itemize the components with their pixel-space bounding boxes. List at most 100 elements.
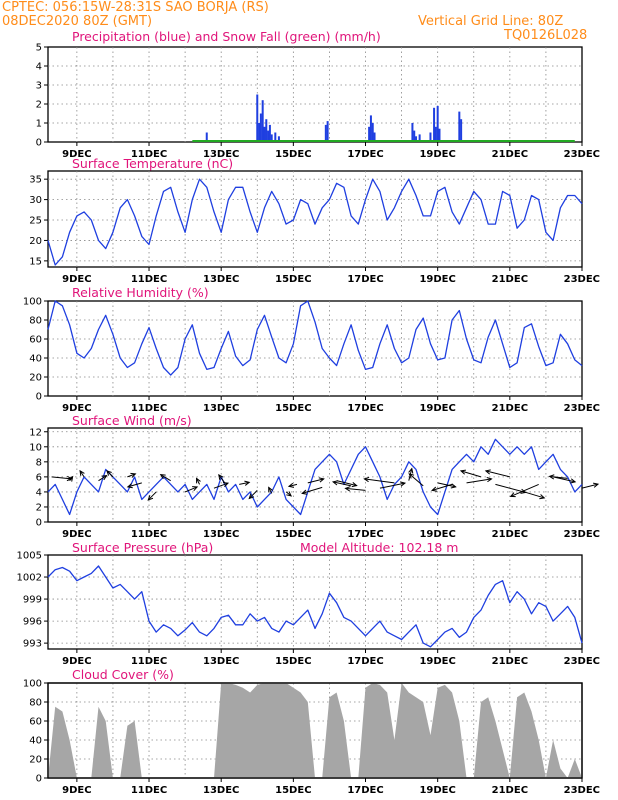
precip-bar xyxy=(438,128,441,142)
wind-arrow-head xyxy=(593,482,600,488)
wind-arrow xyxy=(332,481,352,487)
station-label: CPTEC: 056:15W-28:31S SAO BORJA (RS) xyxy=(2,0,269,15)
wind-arrow xyxy=(379,482,406,489)
x-tick-label: 9DEC xyxy=(62,403,91,414)
x-tick-label: 13DEC xyxy=(203,149,239,160)
precip-bar xyxy=(274,132,277,142)
x-tick-label: 15DEC xyxy=(275,785,311,796)
y-tick-label: 60 xyxy=(29,335,42,346)
x-tick-label: 11DEC xyxy=(131,274,167,285)
x-tick-label: 11DEC xyxy=(131,403,167,414)
wind-arrow-head xyxy=(570,478,577,484)
x-tick-label: 21DEC xyxy=(492,149,528,160)
x-tick-label: 13DEC xyxy=(203,656,239,667)
precip-bar xyxy=(326,121,329,142)
x-tick-label: 21DEC xyxy=(492,785,528,796)
precip-bar xyxy=(433,107,436,142)
wind-arrow xyxy=(524,491,545,499)
x-tick-label: 17DEC xyxy=(347,656,383,667)
wind-arrow xyxy=(98,475,107,482)
x-tick-label: 11DEC xyxy=(131,529,167,540)
wind-arrow xyxy=(553,476,576,483)
wind-arrow xyxy=(345,487,366,491)
wind-arrow xyxy=(213,482,229,489)
wind-arrow xyxy=(581,483,599,489)
wind-arrow xyxy=(147,491,157,501)
wind-arrow xyxy=(485,470,510,478)
x-tick-label: 23DEC xyxy=(564,785,600,796)
precip-bar xyxy=(270,134,273,142)
precip-bar xyxy=(256,94,259,142)
precip-bar xyxy=(373,132,376,142)
wind-arrow-head xyxy=(268,486,273,493)
panel-frame xyxy=(47,46,583,143)
wind-arrow xyxy=(160,474,171,482)
header: CPTEC: 056:15W-28:31S SAO BORJA (RS) 08D… xyxy=(0,0,618,46)
y-tick-label: 0 xyxy=(36,138,42,149)
x-tick-label: 19DEC xyxy=(419,785,455,796)
series-line xyxy=(47,178,583,266)
wind-arrow xyxy=(184,486,198,493)
wind-arrow-head xyxy=(450,483,457,489)
y-tick-label: 8 xyxy=(36,457,42,468)
wind-arrow-head xyxy=(408,467,414,474)
x-tick-label: 9DEC xyxy=(62,656,91,667)
y-tick-label: 993 xyxy=(23,639,42,650)
wind-arrow-head xyxy=(147,495,154,501)
panel-frame xyxy=(47,300,583,397)
panel-title: Surface Temperature (nC) xyxy=(72,156,233,171)
wind-arrow-head xyxy=(408,473,415,479)
y-tick-label: 20 xyxy=(29,373,42,384)
x-tick-label: 21DEC xyxy=(492,403,528,414)
wind-arrow-head xyxy=(286,491,293,497)
panel-frame xyxy=(47,554,583,650)
wind-arrow xyxy=(460,470,482,478)
wind-arrow-head xyxy=(106,470,112,476)
wind-arrow xyxy=(79,470,85,478)
x-tick-label: 19DEC xyxy=(419,149,455,160)
x-tick-label: 21DEC xyxy=(492,656,528,667)
y-tick-label: 10 xyxy=(29,442,42,453)
x-tick-label: 13DEC xyxy=(203,529,239,540)
precip-bar xyxy=(411,123,414,142)
wind-arrow-head xyxy=(431,486,438,492)
wind-arrow-head xyxy=(351,482,358,488)
precip-bar xyxy=(415,136,418,142)
wind-arrow xyxy=(510,483,539,497)
x-tick-label: 13DEC xyxy=(203,274,239,285)
y-tick-label: 35 xyxy=(29,175,42,186)
precip-bar xyxy=(205,132,208,142)
y-tick-label: 100 xyxy=(23,679,42,690)
panel-4 xyxy=(44,554,583,653)
x-tick-label: 9DEC xyxy=(62,529,91,540)
precip-bar xyxy=(277,136,280,142)
panel-title: Surface Pressure (hPa) xyxy=(72,540,213,555)
grid-note: Vertical Grid Line: 80Z xyxy=(418,14,564,29)
precip-bar xyxy=(263,126,266,142)
y-tick-label: 15 xyxy=(29,256,42,267)
run-label: 08DEC2020 80Z (GMT) xyxy=(2,14,153,29)
precip-bar xyxy=(268,124,271,142)
y-tick-label: 80 xyxy=(29,316,42,327)
x-tick-label: 13DEC xyxy=(203,785,239,796)
x-tick-label: 9DEC xyxy=(62,274,91,285)
x-tick-label: 19DEC xyxy=(419,274,455,285)
y-tick-label: 6 xyxy=(36,472,42,483)
x-tick-label: 19DEC xyxy=(419,403,455,414)
y-tick-label: 0 xyxy=(36,392,42,403)
x-tick-label: 17DEC xyxy=(347,274,383,285)
wind-arrow-head xyxy=(484,469,491,475)
wind-arrow-head xyxy=(399,481,407,487)
x-tick-label: 11DEC xyxy=(131,785,167,796)
x-tick-label: 21DEC xyxy=(492,529,528,540)
wind-arrow xyxy=(336,480,357,487)
precip-bar xyxy=(369,115,372,142)
y-tick-label: 1 xyxy=(36,119,42,130)
wind-arrow xyxy=(218,474,226,484)
x-tick-label: 23DEC xyxy=(564,274,600,285)
wind-arrow-head xyxy=(344,486,351,492)
precip-bar xyxy=(258,123,261,142)
y-tick-label: 0 xyxy=(36,518,42,529)
wind-arrow-head xyxy=(101,475,108,481)
